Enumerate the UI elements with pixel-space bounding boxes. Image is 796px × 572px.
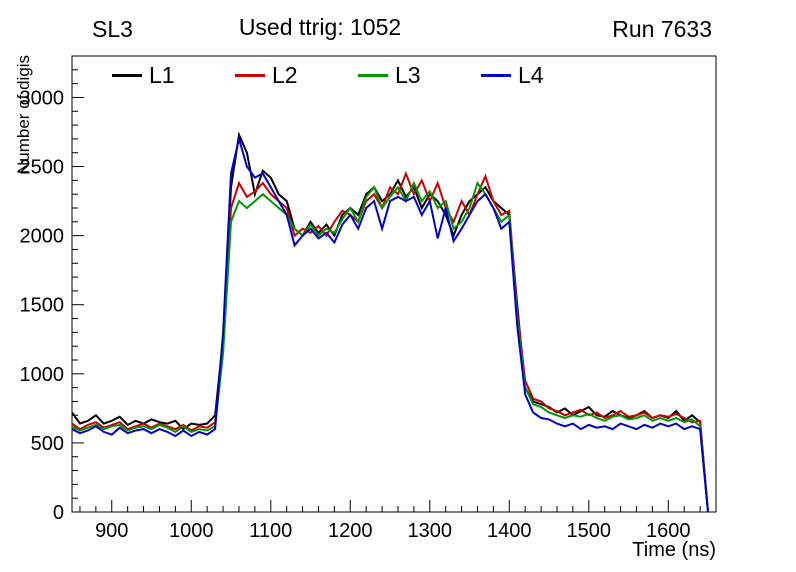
series-line-L4 (71, 134, 709, 513)
x-axis: 900 1000 1100 1200 1300 1400 1500 1600 (79, 500, 717, 542)
x-tick-label: 1000 (169, 520, 214, 542)
y-tick-label: 2000 (20, 226, 65, 248)
legend-line-swatch (235, 74, 265, 77)
legend-label: L2 (272, 62, 298, 88)
legend-line-swatch (358, 74, 388, 77)
legend: L1 L2 L3 L4 (112, 62, 604, 89)
x-tick-label: 1200 (328, 520, 373, 542)
legend-item-L3: L3 (358, 62, 481, 89)
series-line-L1 (71, 131, 709, 513)
legend-item-L2: L2 (235, 62, 358, 89)
chart-title-left: SL3 (92, 16, 133, 42)
legend-line-swatch (112, 74, 142, 77)
x-tick-label: 1400 (487, 520, 532, 542)
y-tick-label: 1500 (20, 295, 65, 317)
legend-label: L4 (518, 62, 544, 88)
legend-line-swatch (481, 74, 511, 77)
x-tick-label: 1500 (567, 520, 612, 542)
series-line-L3 (71, 180, 709, 513)
y-tick-label: 3000 (20, 87, 65, 109)
legend-label: L3 (395, 62, 421, 88)
chart-title-center: Used ttrig: 1052 (238, 14, 402, 40)
y-tick-label: 0 (53, 502, 64, 524)
y-tick-label: 2500 (20, 157, 65, 179)
chart-title-right: Run 7633 (612, 16, 712, 42)
legend-label: L1 (149, 62, 175, 88)
x-tick-label: 900 (95, 520, 128, 542)
x-tick-label: 1300 (408, 520, 453, 542)
plot-frame (71, 55, 717, 513)
x-tick-label: 1600 (646, 520, 691, 542)
legend-item-L4: L4 (481, 62, 604, 89)
y-axis: 0 500 1000 1500 2000 2500 3000 (20, 55, 84, 524)
x-axis-title: Time (ns) (632, 539, 716, 561)
series-line-L2 (71, 170, 709, 513)
y-tick-label: 500 (31, 433, 64, 455)
y-tick-label: 1000 (20, 364, 65, 386)
x-tick-label: 1100 (249, 520, 292, 542)
legend-item-L1: L1 (112, 62, 235, 89)
